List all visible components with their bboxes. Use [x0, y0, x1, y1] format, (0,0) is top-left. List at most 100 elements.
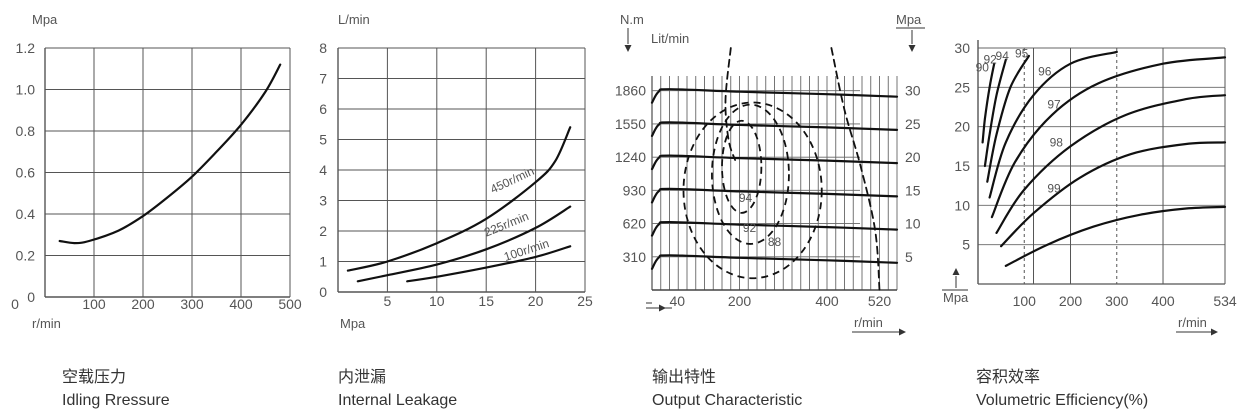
- y-tick-label: 3: [319, 193, 327, 209]
- y-tick-label: 10: [954, 197, 970, 213]
- caption-en: Internal Leakage: [338, 392, 457, 409]
- mpa-arrow-icon: [908, 45, 916, 52]
- caption-cn: 输出特性: [652, 368, 716, 386]
- mpa-arrow-icon: [952, 268, 960, 275]
- caption-cn: 内泄漏: [338, 368, 386, 386]
- x-tick-label: 40: [670, 293, 686, 309]
- efficiency-label: 88: [768, 235, 782, 249]
- torque-curve: [650, 254, 899, 270]
- efficiency-curve: [981, 62, 996, 144]
- efficiency-label: 90: [976, 61, 990, 75]
- y-tick-label-left: 310: [623, 249, 647, 265]
- y-tick-label: 5: [962, 237, 970, 253]
- y-axis-label: Mpa: [943, 290, 969, 305]
- x-axis-label: r/min: [1178, 315, 1207, 330]
- x-tick-label: 100: [1013, 293, 1037, 309]
- rpm-arrow-icon: [1211, 328, 1218, 336]
- x-tick-label: 15: [478, 293, 494, 309]
- x-tick-label: 300: [1105, 293, 1129, 309]
- y-tick-label: 20: [954, 119, 970, 135]
- efficiency-curve: [988, 50, 1118, 199]
- y-axis-label-left: N.m: [620, 12, 644, 27]
- x-axis-label: Mpa: [340, 316, 366, 331]
- efficiency-label: 98: [1050, 135, 1064, 149]
- series-label: 450r/min: [488, 164, 536, 196]
- efficiency-label: 96: [1038, 65, 1052, 79]
- y-tick-label: 6: [319, 101, 327, 117]
- y-tick-label: 1: [319, 254, 327, 270]
- caption-en: Idling Rressure: [62, 392, 170, 409]
- y-tick-label: 15: [954, 158, 970, 174]
- y-tick-label-left: 1550: [615, 116, 646, 132]
- efficiency-label: 94: [739, 191, 753, 205]
- y-axis-label: L/min: [338, 12, 370, 27]
- torque-curve: [650, 121, 899, 137]
- rpm-arrow-icon: [899, 328, 906, 336]
- y-tick-label: 1.2: [16, 40, 36, 56]
- series-line: [346, 126, 572, 272]
- series-line: [58, 63, 282, 245]
- x-axis-label: r/min: [32, 316, 61, 331]
- y-tick-label-left: 1860: [615, 83, 646, 99]
- y-tick-label: 0: [27, 289, 35, 305]
- x-tick-label: 200: [131, 296, 155, 312]
- y-axis-sublabel: Lit/min: [651, 31, 689, 46]
- efficiency-curve: [1004, 205, 1227, 267]
- series-line: [356, 205, 572, 283]
- efficiency-label: 95: [1015, 46, 1029, 60]
- y-tick-label-right: 30: [905, 83, 921, 99]
- y-tick-label: 30: [954, 40, 970, 56]
- caption-en: Output Characteristic: [652, 392, 802, 409]
- y-tick-label: 1.0: [16, 82, 36, 98]
- y-tick-label: 5: [319, 132, 327, 148]
- efficiency-label: 92: [983, 53, 997, 67]
- x-origin-label: 0: [11, 296, 19, 312]
- efficiency-contour: [711, 103, 790, 245]
- efficiency-curve: [990, 56, 1227, 219]
- y-tick-label: 25: [954, 79, 970, 95]
- x-tick-label: 400: [229, 296, 253, 312]
- y-tick-label: 0.6: [16, 165, 36, 181]
- x-tick-label: 200: [728, 293, 752, 309]
- y-axis-label-right: Mpa: [896, 12, 922, 27]
- y-tick-label: 0.4: [16, 206, 36, 222]
- y-tick-label: 0.2: [16, 248, 36, 264]
- y-tick-label-left: 1240: [615, 149, 646, 165]
- x-tick-label: 400: [1151, 293, 1175, 309]
- efficiency-label: 99: [1047, 182, 1061, 196]
- efficiency-label: 94: [996, 49, 1010, 63]
- y-tick-label: 2: [319, 223, 327, 239]
- series-line: [406, 245, 572, 283]
- efficiency-curve: [986, 54, 1030, 183]
- torque-curve: [650, 154, 899, 171]
- efficiency-boundary-left: [724, 47, 736, 161]
- efficiency-curve: [1000, 141, 1227, 248]
- y-tick-label-left: 620: [623, 216, 647, 232]
- y-tick-label: 0.8: [16, 123, 36, 139]
- y-tick-label-right: 20: [905, 149, 921, 165]
- y-tick-label-right: 5: [905, 249, 913, 265]
- x-tick-label: 300: [180, 296, 204, 312]
- y-tick-label-right: 25: [905, 116, 921, 132]
- x-tick-label: 25: [577, 293, 593, 309]
- y-tick-label-right: 15: [905, 182, 921, 198]
- x-axis-label: r/min: [854, 315, 883, 330]
- x-tick-label: 500: [278, 296, 302, 312]
- y-tick-label: 4: [319, 162, 327, 178]
- caption-cn: 空载压力: [62, 368, 126, 386]
- x-tick-label: 10: [429, 293, 445, 309]
- y-axis-label: Mpa: [32, 12, 58, 27]
- x-tick-label: 5: [384, 293, 392, 309]
- y-tick-label-right: 10: [905, 216, 921, 232]
- efficiency-curve: [983, 58, 1007, 168]
- efficiency-label: 92: [743, 221, 757, 235]
- y-tick-label: 0: [319, 284, 327, 300]
- efficiency-contour: [721, 119, 763, 214]
- x-tick-label: 100: [82, 296, 106, 312]
- caption-en: Volumetric Efficiency(%): [976, 392, 1148, 409]
- torque-curve: [650, 220, 899, 237]
- efficiency-contour: [682, 101, 823, 280]
- torque-curve: [650, 88, 899, 104]
- x40-arrow-icon: [659, 304, 666, 312]
